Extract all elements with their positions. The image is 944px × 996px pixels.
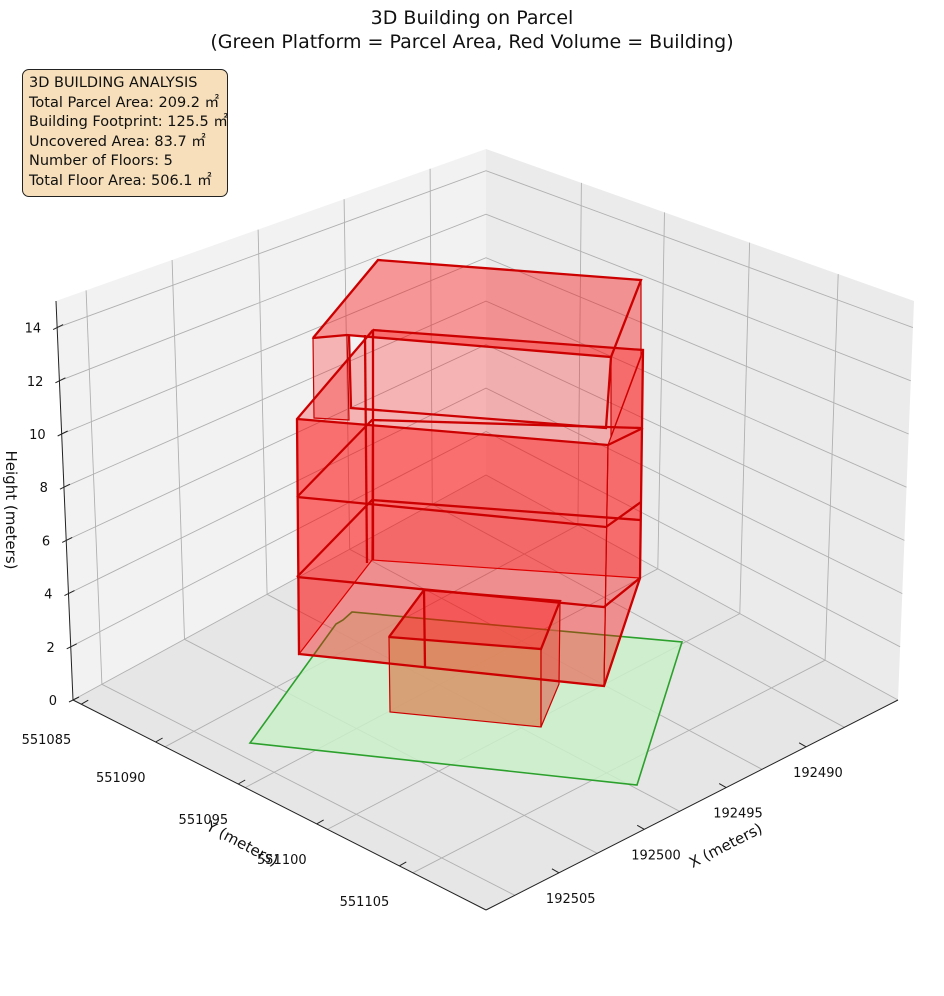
x-tick (718, 783, 727, 789)
chart-title: 3D Building on Parcel (370, 7, 574, 29)
annex-outline (388, 588, 562, 651)
info-line-floor-area: Total Floor Area: 506.1 ㎡ (29, 172, 212, 189)
z-axis-line (55, 300, 74, 701)
x-tick (636, 824, 645, 830)
floor-slab-edge (296, 575, 641, 609)
grid-line-z (66, 344, 905, 541)
z-tick-label: 14 (25, 322, 42, 337)
z-tick-label: 2 (46, 641, 54, 656)
z-tick (52, 324, 64, 331)
upper-outline (347, 334, 613, 430)
y-tick-label: 551090 (96, 771, 146, 786)
x-tick-label: 192505 (546, 892, 596, 907)
z-tick (55, 377, 66, 384)
corner-column (363, 334, 369, 564)
z-axis-label: Height (meters) (2, 451, 20, 570)
grid-line-z (61, 257, 909, 435)
x-axis-label: X (meters) (686, 819, 765, 871)
z-tick-label: 6 (42, 534, 50, 549)
y-tick (316, 819, 324, 825)
info-line-parcel-area: Total Parcel Area: 209.2 ㎡ (29, 94, 220, 111)
z-tick-label: 4 (44, 588, 52, 603)
info-heading: 3D BUILDING ANALYSIS (29, 75, 198, 91)
z-tick-label: 10 (29, 428, 46, 443)
grid-line-z (56, 170, 914, 329)
z-tick (64, 590, 75, 597)
info-line-uncovered-area: Uncovered Area: 83.7 ㎡ (29, 133, 206, 150)
z-tick (59, 483, 71, 490)
grid-line-x (412, 274, 839, 874)
grid-line-y (171, 259, 598, 854)
grid-line-z (72, 474, 899, 701)
annex-column (422, 589, 427, 669)
y-tick-label: 551095 (179, 813, 229, 828)
z-tick (61, 536, 73, 543)
z-tick (66, 643, 77, 650)
z-tick (68, 696, 80, 703)
x-tick-label: 192490 (793, 766, 843, 781)
chart-subtitle: (Green Platform = Parcel Area, Red Volum… (210, 31, 734, 53)
info-line-floors: Number of Floors: 5 (29, 153, 173, 170)
z-tick-label: 0 (49, 694, 57, 709)
info-line-footprint: Building Footprint: 125.5 ㎡ (29, 114, 228, 131)
building-outline (295, 328, 645, 688)
analysis-info-box: 3D BUILDING ANALYSIS Total Parcel Area: … (22, 69, 228, 197)
x-axis-line (485, 699, 899, 911)
grid-line-z (68, 387, 903, 595)
axis-ticks: 0 2 4 6 8 10 12 14 192490 192495 192500 192505 55108… (22, 322, 843, 910)
z-tick (57, 430, 68, 437)
building-volume (295, 258, 645, 728)
y-axis-label: Y (meters) (203, 817, 282, 870)
x-tick (798, 742, 807, 748)
floor-slab-edge (296, 495, 642, 529)
grid-line-z (70, 430, 901, 648)
axis-lines (55, 300, 899, 911)
y-axis-line (72, 699, 487, 911)
annex-front (388, 636, 542, 728)
y-tick-label: 551105 (340, 895, 390, 910)
z-tick-label: 12 (27, 375, 44, 390)
roof-outline (312, 258, 643, 359)
grid-line-z (63, 300, 907, 488)
y-tick (237, 779, 246, 785)
grid-line-z (59, 213, 911, 382)
x-tick-label: 192495 (713, 807, 763, 822)
grid-line-y (85, 290, 516, 896)
floor-slab-edge (296, 417, 644, 447)
y-tick (399, 861, 407, 867)
z-tick-label: 8 (40, 481, 48, 496)
x-tick-label: 192500 (631, 848, 681, 863)
right-pane (486, 149, 914, 700)
y-tick-label: 551085 (22, 733, 72, 748)
y-tick-label: 551100 (257, 853, 307, 868)
x-tick (551, 868, 560, 874)
left-pane (56, 149, 486, 700)
y-tick (81, 699, 89, 705)
y-tick (155, 737, 163, 743)
